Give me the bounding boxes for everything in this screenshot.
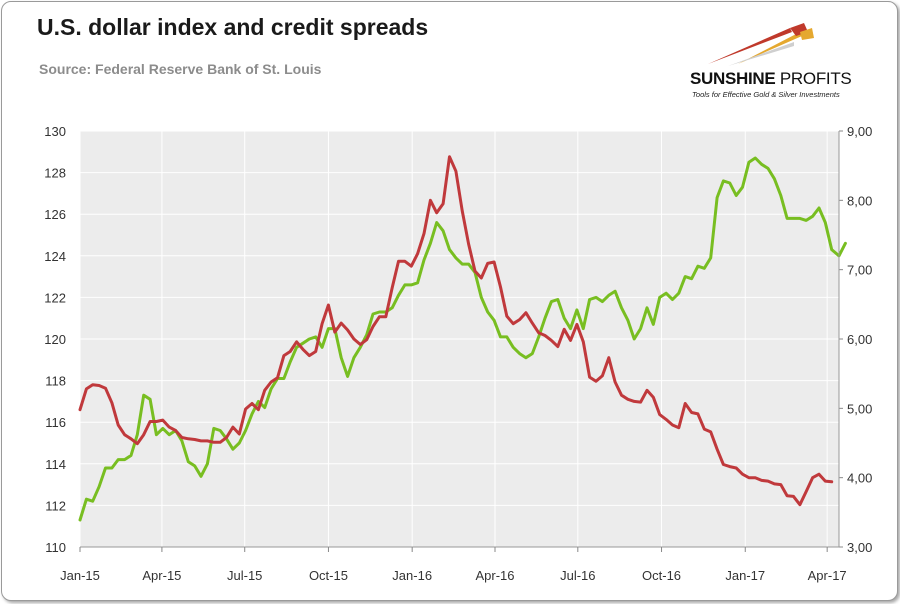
y-right-tick-label: 7,00 [847,263,872,278]
chart-title: U.S. dollar index and credit spreads [37,14,429,40]
y-left-tick-label: 120 [44,332,66,347]
y-left-tick-label: 118 [45,374,66,389]
x-tick-label: Jan-16 [392,568,432,583]
sunshine-profits-logo: SUNSHINE PROFITS Tools for Effective Gol… [678,18,878,108]
x-tick-label: Oct-15 [309,568,348,583]
logo-wordmark: SUNSHINE PROFITS [690,69,852,88]
y-left-tick-label: 124 [44,249,66,264]
y-left-tick-label: 126 [44,207,66,222]
y-right-tick-label: 4,00 [847,471,872,486]
y-right-tick-label: 9,00 [847,124,872,139]
x-tick-label: Apr-17 [808,568,847,583]
y-left-tick-label: 112 [45,498,66,513]
x-tick-label: Oct-16 [642,568,681,583]
logo-swoosh-icon [708,23,814,66]
chart-source: Source: Federal Reserve Bank of St. Loui… [39,61,322,77]
y-left-tick-label: 110 [45,540,66,555]
vertical-gridlines [79,131,828,547]
y-left-tick-label: 122 [44,290,66,305]
x-tick-label: Jul-15 [227,568,262,583]
series-layer [78,155,847,522]
x-tick-label: Jan-15 [60,568,100,583]
x-tick-label: Apr-15 [142,568,181,583]
y-axis-left: 110 112 114 116 118 120 122 124 126 128 130 [44,124,66,555]
y-left-tick-label: 116 [45,415,66,430]
y-right-tick-label: 8,00 [847,193,872,208]
credit-spreads-line [78,155,834,507]
y-right-tick-label: 6,00 [847,332,872,347]
logo-tagline: Tools for Effective Gold & Silver Invest… [692,90,840,99]
y-left-tick-label: 130 [44,124,66,139]
x-tick-label: Jan-17 [725,568,765,583]
y-left-tick-label: 128 [44,166,66,181]
dollar-index-line [78,156,847,522]
y-right-tick-label: 3,00 [847,540,872,555]
x-axis: Jan-15 Apr-15 Jul-15 Oct-15 Jan-16 Apr-16 Jul-… [60,546,847,583]
y-axis-right: 3,00 4,00 5,00 6,00 7,00 8,00 9,00 [838,124,872,555]
y-right-tick-label: 5,00 [847,401,872,416]
y-left-tick-label: 114 [45,457,66,472]
x-tick-label: Jul-16 [560,568,595,583]
x-tick-label: Apr-16 [475,568,514,583]
